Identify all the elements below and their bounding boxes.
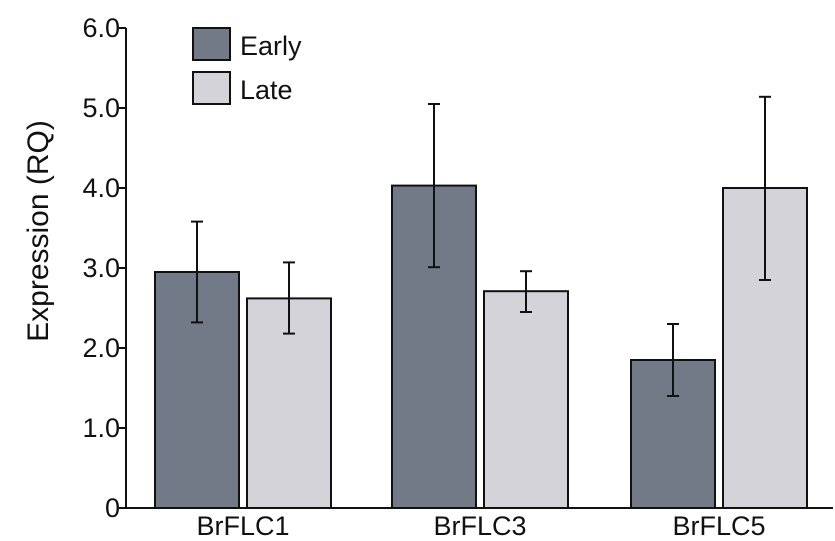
y-axis-title: Expression (RQ) <box>22 120 55 342</box>
x-axis-labels: BrFLC1 BrFLC3 BrFLC5 <box>196 511 765 541</box>
legend: Early Late <box>192 27 302 105</box>
y-tick-label: 1.0 <box>82 413 120 443</box>
y-tick-label: 2.0 <box>82 333 120 363</box>
axes <box>125 28 833 509</box>
legend-swatch-early <box>192 27 231 61</box>
error-bars <box>191 95 771 397</box>
bars <box>154 184 808 510</box>
y-tick-label: 4.0 <box>82 173 120 203</box>
y-tick-label: 6.0 <box>82 13 120 43</box>
x-tick-label: BrFLC3 <box>433 511 526 541</box>
y-tick-label: 3.0 <box>82 253 120 283</box>
x-tick-label: BrFLC1 <box>196 511 289 541</box>
y-tick-label: 0 <box>105 493 120 523</box>
y-tick-label: 5.0 <box>82 93 120 123</box>
legend-label-late: Late <box>240 75 293 105</box>
legend-swatch-late <box>192 71 231 105</box>
x-tick-label: BrFLC5 <box>672 511 765 541</box>
bar-late-brflc3 <box>483 290 569 510</box>
y-axis-ticks: 0 1.0 2.0 3.0 4.0 5.0 6.0 <box>82 13 126 523</box>
legend-label-early: Early <box>240 31 302 61</box>
